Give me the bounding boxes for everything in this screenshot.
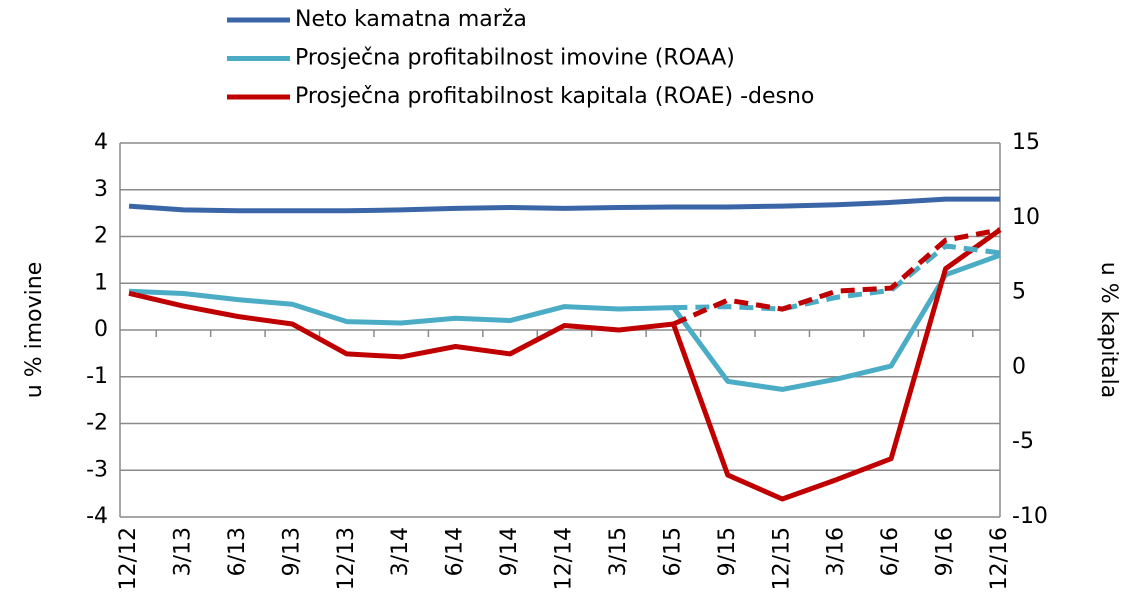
legend-label: Neto kamatna marža xyxy=(295,7,527,32)
x-tick-label: 9/16 xyxy=(933,527,958,576)
y-tick-label: -1 xyxy=(86,364,108,389)
x-tick-label: 12/14 xyxy=(552,527,577,590)
y-tick-label: -3 xyxy=(86,457,108,482)
x-tick-label: 12/12 xyxy=(116,527,141,590)
x-tick-label: 12/16 xyxy=(987,527,1012,590)
series-line xyxy=(128,196,1000,214)
y-tick-label: -2 xyxy=(86,411,108,436)
x-tick-label: 3/13 xyxy=(170,527,195,576)
x-tick-label: 3/14 xyxy=(388,527,413,576)
x-tick-label: 3/16 xyxy=(824,527,849,576)
y2-tick-label: 5 xyxy=(1012,280,1026,305)
legend-label: Prosječna profitabilnost imovine (ROAA) xyxy=(295,46,735,71)
series-line xyxy=(128,227,1002,502)
x-tick-label: 6/14 xyxy=(443,527,468,576)
y-tick-label: -4 xyxy=(86,504,108,529)
y2-tick-label: 10 xyxy=(1012,205,1040,230)
y-tick-label: 4 xyxy=(94,130,108,155)
y2-tick-label: 0 xyxy=(1012,354,1026,379)
x-tick-label: 9/15 xyxy=(715,527,740,576)
y-tick-label: 1 xyxy=(94,270,108,295)
x-tick-label: 6/15 xyxy=(660,527,685,576)
y-axis-label: u % imovine xyxy=(22,262,47,398)
y-tick-label: 3 xyxy=(94,177,108,202)
series-line xyxy=(128,252,1001,392)
x-tick-label: 3/15 xyxy=(606,527,631,576)
x-tick-label: 9/14 xyxy=(497,527,522,576)
x-tick-label: 12/13 xyxy=(334,527,359,590)
x-tick-label: 6/16 xyxy=(878,527,903,576)
y2-tick-label: -5 xyxy=(1012,429,1034,454)
y-tick-label: 0 xyxy=(94,317,108,342)
series-line xyxy=(673,243,1001,312)
y2-axis-label: u % kapitala xyxy=(1096,262,1121,398)
legend-label: Prosječna profitabilnost kapitala (ROAE)… xyxy=(295,84,814,109)
x-tick-label: 9/13 xyxy=(279,527,304,576)
x-tick-label: 6/13 xyxy=(225,527,250,576)
x-tick-label: 12/15 xyxy=(769,527,794,590)
y-tick-label: 2 xyxy=(94,224,108,249)
y2-tick-label: -10 xyxy=(1012,504,1048,529)
y2-tick-label: 15 xyxy=(1012,130,1040,155)
series-line xyxy=(672,227,1001,327)
